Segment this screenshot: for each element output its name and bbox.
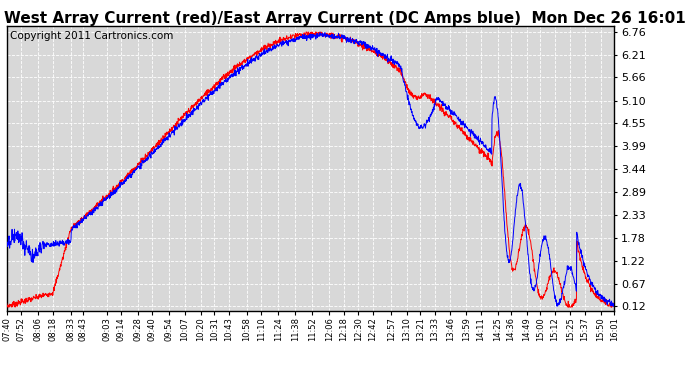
Text: West Array Current (red)/East Array Current (DC Amps blue)  Mon Dec 26 16:01: West Array Current (red)/East Array Curr… bbox=[4, 11, 686, 26]
Text: Copyright 2011 Cartronics.com: Copyright 2011 Cartronics.com bbox=[10, 30, 173, 40]
